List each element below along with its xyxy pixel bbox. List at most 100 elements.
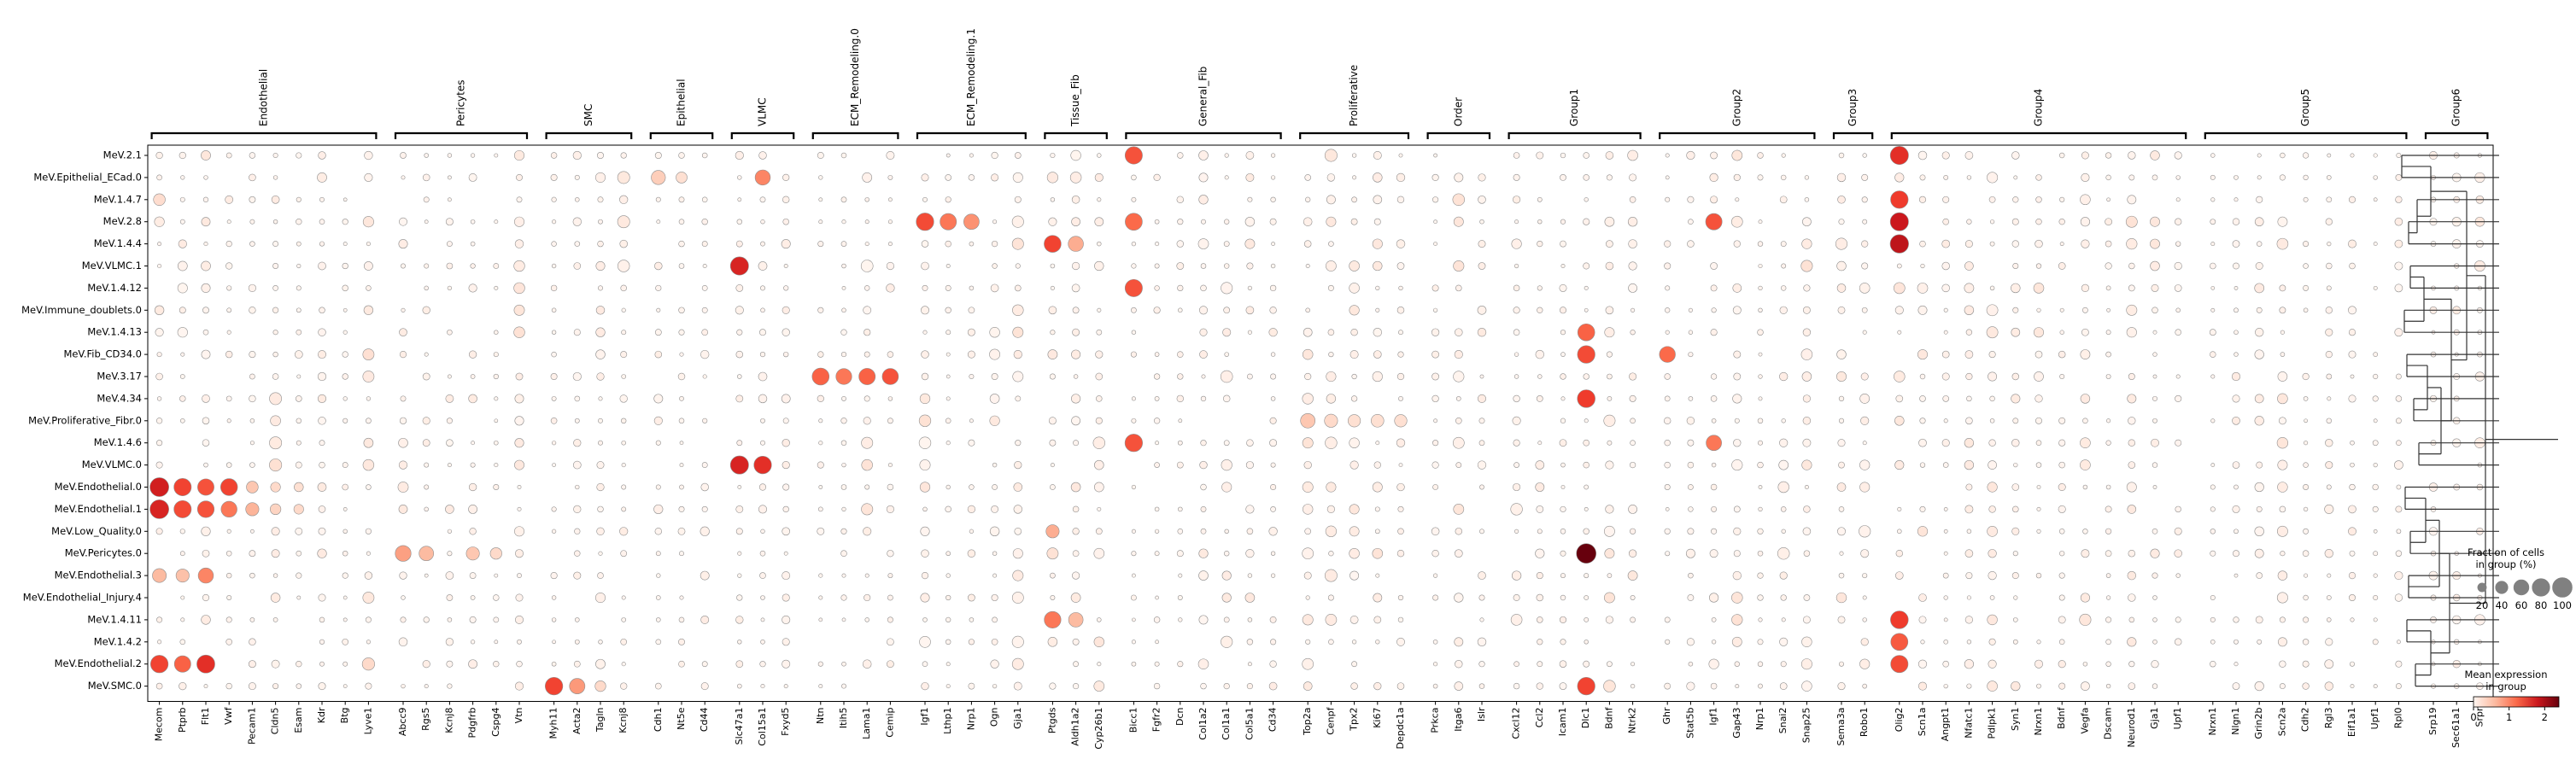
- dot: [2081, 172, 2090, 182]
- dot: [1431, 350, 1439, 359]
- dot: [594, 680, 606, 692]
- dot: [1943, 683, 1948, 689]
- dot: [989, 348, 1001, 360]
- dot: [1804, 197, 1810, 202]
- dot: [1096, 329, 1103, 336]
- dot: [446, 439, 454, 447]
- dot: [1270, 196, 1276, 202]
- dot: [1200, 284, 1207, 292]
- dot: [2058, 505, 2066, 513]
- dot: [735, 394, 744, 403]
- dot: [272, 307, 279, 313]
- dot: [1048, 217, 1057, 226]
- dot: [272, 351, 278, 358]
- dot: [1269, 307, 1277, 314]
- dot: [1964, 240, 1973, 248]
- dot: [1073, 374, 1079, 379]
- dot: [1351, 153, 1357, 158]
- gene-label: Btg: [339, 708, 350, 724]
- gene-label: Itga6: [1453, 708, 1464, 732]
- dot: [552, 219, 557, 225]
- dot: [1012, 548, 1023, 559]
- dot: [1246, 639, 1254, 645]
- dot: [2234, 639, 2239, 645]
- gene-label: Ntn: [815, 707, 826, 724]
- dot: [180, 175, 185, 180]
- gene-label: Aldh1a2: [1070, 708, 1081, 746]
- dot: [989, 327, 1000, 338]
- dot: [754, 169, 771, 186]
- dot: [818, 617, 823, 622]
- dot: [2232, 682, 2240, 690]
- dot: [1710, 682, 1718, 690]
- dot: [759, 329, 766, 336]
- dot: [945, 307, 951, 314]
- dot: [1221, 282, 1233, 295]
- dot: [180, 617, 185, 622]
- dot: [1781, 263, 1787, 269]
- dot: [1627, 570, 1638, 581]
- dot: [736, 329, 743, 336]
- dot: [737, 573, 742, 578]
- dot: [1200, 440, 1207, 447]
- dot: [2257, 175, 2262, 180]
- dot: [1779, 637, 1789, 646]
- dot: [1072, 571, 1080, 580]
- dot: [2325, 218, 2333, 225]
- dot: [342, 462, 348, 469]
- dot: [1560, 573, 1566, 579]
- dot: [2280, 152, 2286, 159]
- dot: [319, 639, 325, 645]
- dot: [445, 571, 454, 580]
- dot: [271, 659, 280, 669]
- dot: [1270, 263, 1276, 269]
- dot: [1663, 417, 1671, 424]
- dot: [551, 330, 557, 335]
- dot: [225, 240, 232, 248]
- dot: [179, 395, 186, 402]
- dot: [1536, 682, 1543, 690]
- dot: [969, 617, 975, 622]
- dot: [362, 348, 375, 360]
- dot: [248, 682, 256, 691]
- dots: [149, 146, 2485, 696]
- dot: [946, 551, 951, 557]
- dot: [317, 482, 327, 492]
- dot: [1942, 395, 1950, 402]
- dot: [817, 506, 823, 512]
- dot: [2396, 640, 2401, 645]
- dot: [2303, 462, 2309, 468]
- dot: [1537, 307, 1543, 313]
- dot: [226, 529, 231, 534]
- dot: [249, 418, 255, 423]
- dot: [655, 440, 661, 446]
- dot: [887, 463, 893, 468]
- dot: [2105, 616, 2112, 623]
- dot: [2254, 482, 2264, 493]
- gene-label: Igf1: [919, 708, 930, 726]
- dot: [2373, 617, 2378, 622]
- dot: [2373, 573, 2378, 578]
- dot: [1688, 219, 1694, 225]
- dot: [493, 352, 499, 358]
- dot: [2325, 638, 2333, 646]
- dot: [1687, 240, 1695, 248]
- dot: [1349, 526, 1360, 537]
- dot: [395, 545, 412, 562]
- dot: [1536, 151, 1544, 160]
- dot: [2303, 263, 2309, 269]
- dot: [1731, 636, 1742, 647]
- gene-label: Srpr: [2474, 707, 2485, 727]
- dot: [1966, 595, 1971, 600]
- dot: [1779, 682, 1788, 690]
- group-bracket: [394, 131, 529, 139]
- dot: [1398, 153, 1403, 158]
- dot: [864, 242, 869, 247]
- dot: [296, 307, 302, 313]
- gene-label: Ntrk2: [1627, 708, 1638, 733]
- dot: [399, 351, 407, 359]
- dot: [1155, 640, 1159, 645]
- dot: [1890, 610, 1909, 629]
- dot: [2152, 485, 2157, 489]
- dot: [2396, 373, 2402, 380]
